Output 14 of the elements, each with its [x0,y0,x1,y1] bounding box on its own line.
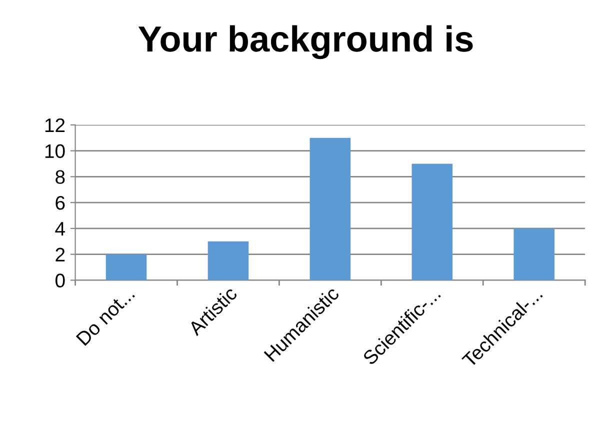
y-tick-label: 6 [56,196,65,210]
bar [310,138,351,280]
bar [514,228,554,280]
y-tick-label: 2 [56,248,65,262]
bar [106,254,147,280]
bar [208,241,249,280]
chart-title: Your background is [138,25,473,60]
y-tick-label: 0 [56,274,65,288]
bar [412,164,453,280]
y-tick-label: 8 [56,170,65,184]
y-tick-label: 12 [45,118,65,132]
x-tick-label: Do not... [76,286,136,346]
y-tick-label: 10 [45,144,65,158]
y-tick-label: 4 [55,222,65,236]
